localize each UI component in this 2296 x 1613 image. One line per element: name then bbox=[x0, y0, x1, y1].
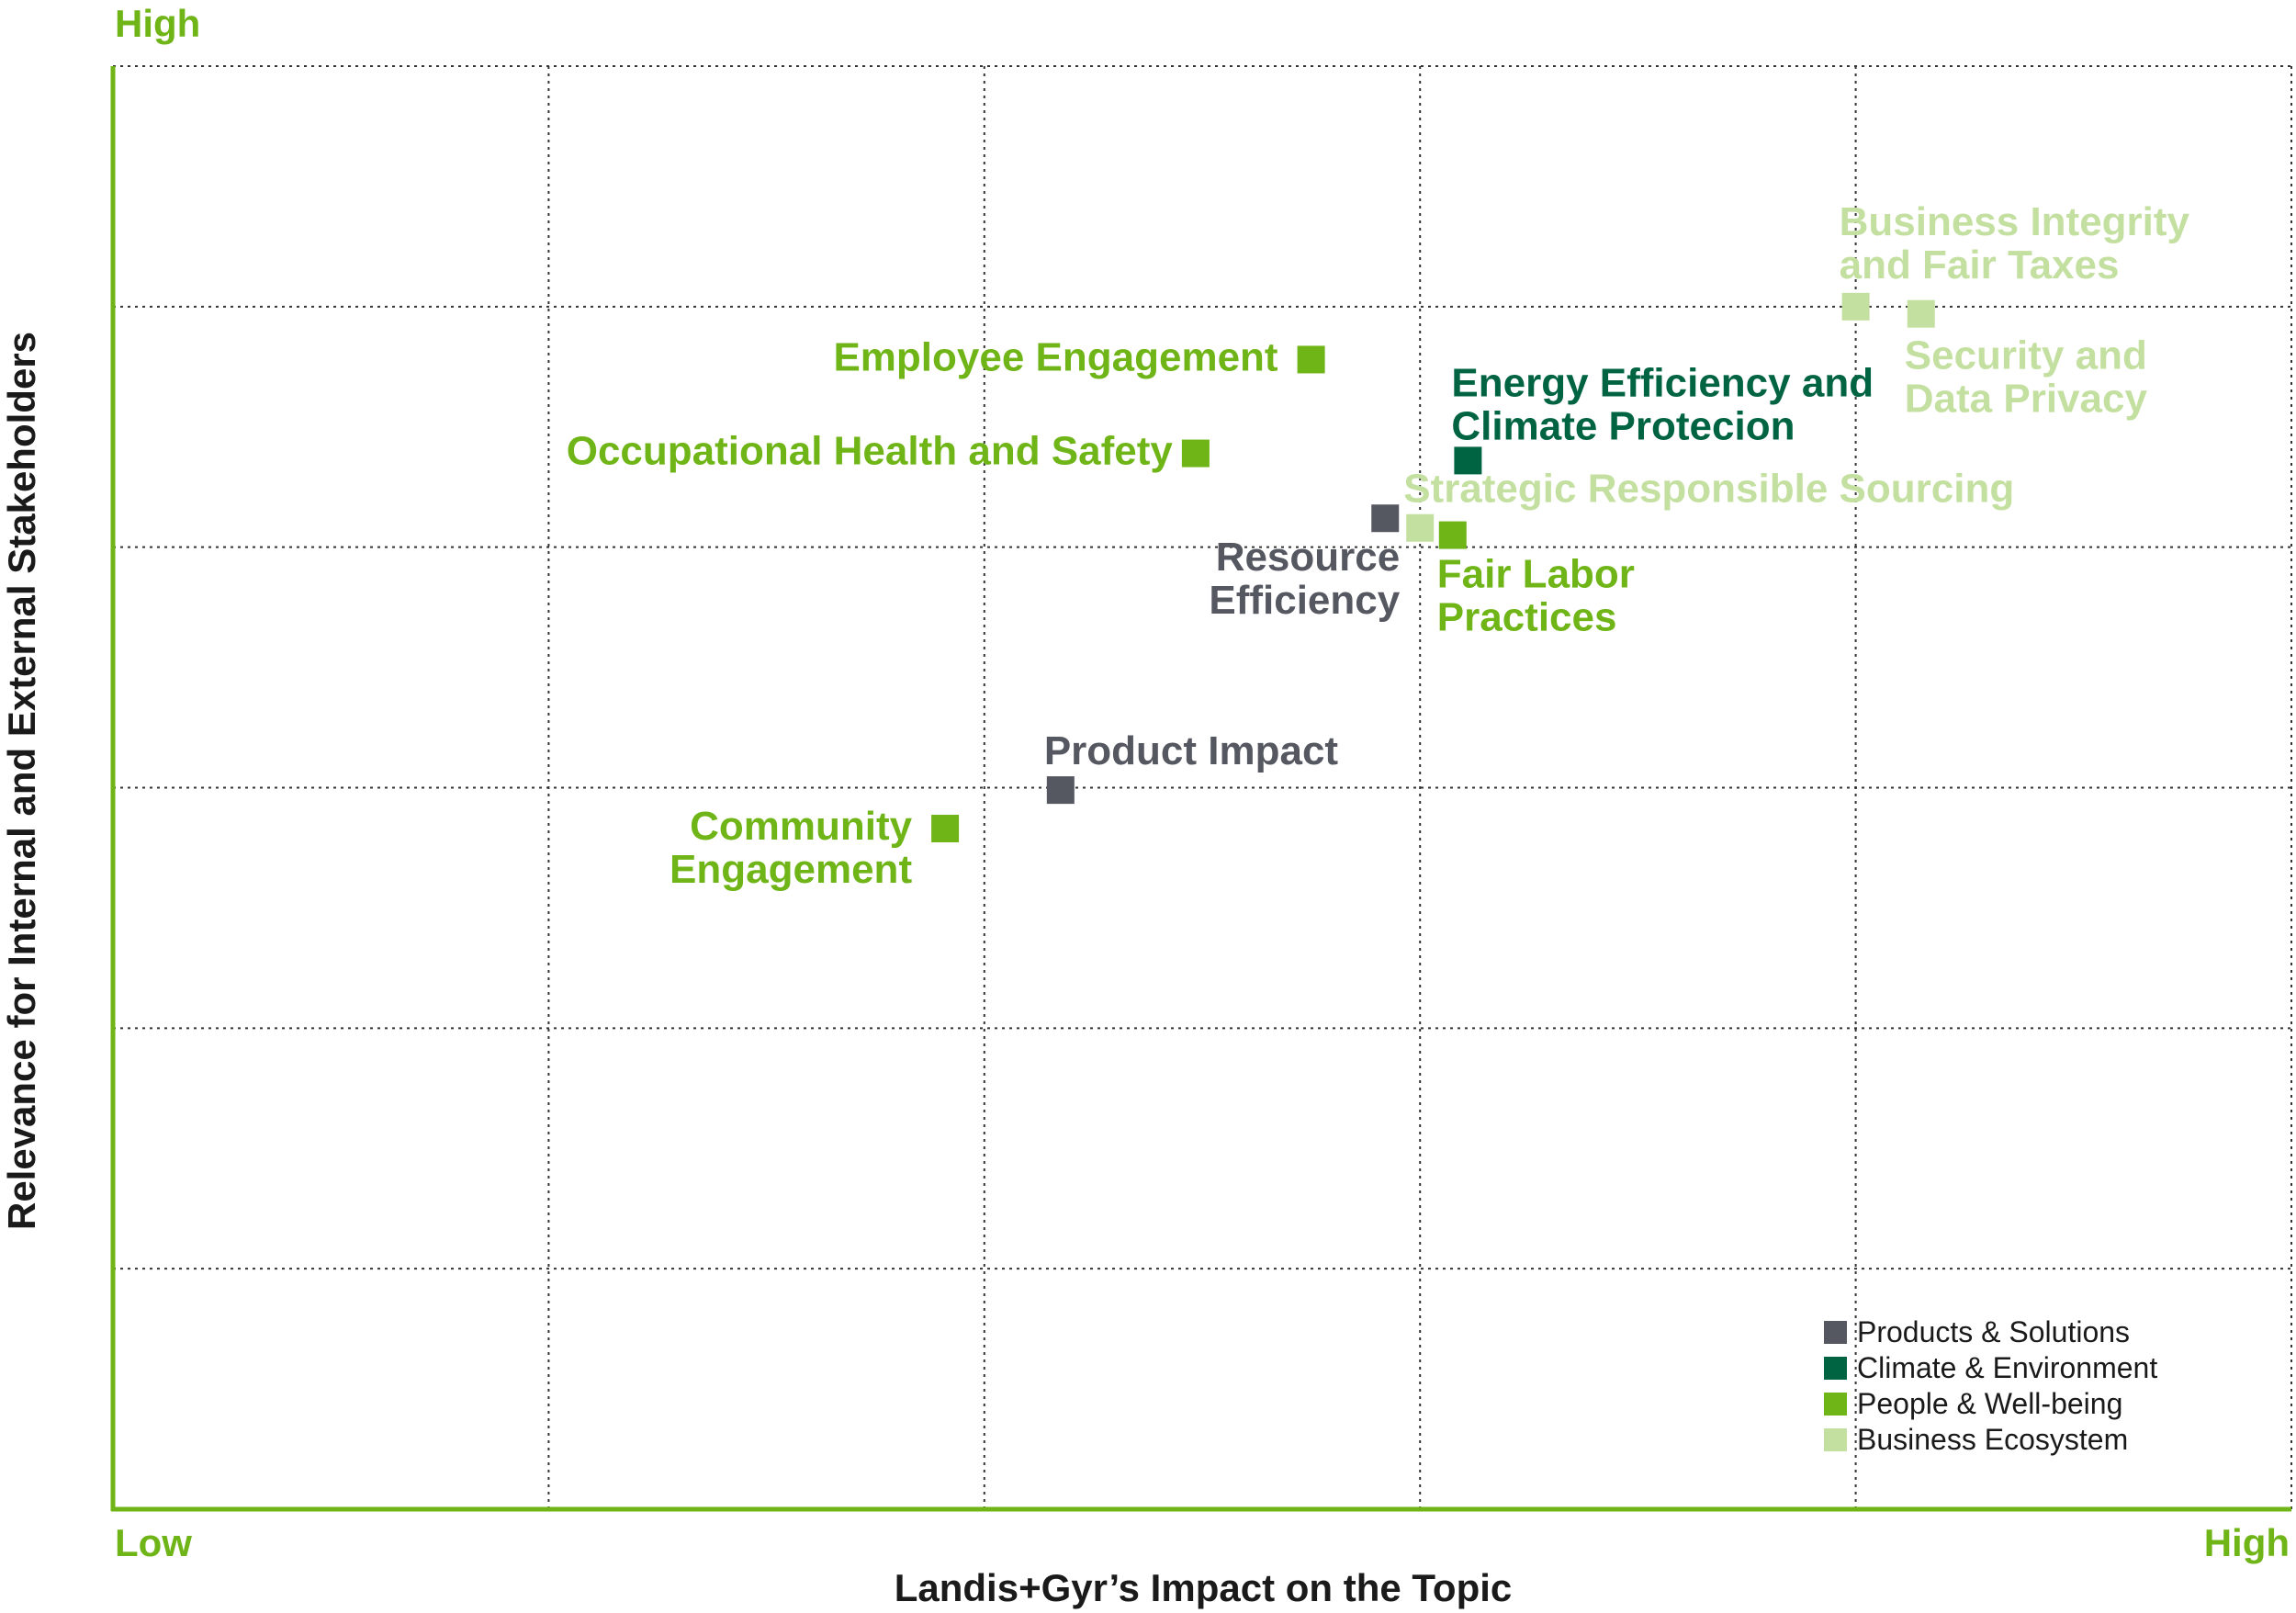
y-axis-title: Relevance for Internal and External Stak… bbox=[0, 332, 43, 1230]
data-point-label: Product Impact bbox=[1044, 728, 1339, 773]
legend-label: Business Ecosystem bbox=[1857, 1423, 2128, 1456]
data-point-label: Energy Efficiency and Climate Protecion bbox=[1451, 360, 1874, 448]
grid bbox=[113, 65, 2292, 1509]
data-point-label: Employee Engagement bbox=[833, 334, 1277, 379]
data-point bbox=[1907, 299, 1935, 328]
data-point-label-line: Employee Engagement bbox=[833, 334, 1277, 379]
data-point bbox=[1371, 504, 1400, 533]
legend-swatch bbox=[1824, 1428, 1847, 1451]
data-point-label: Resource Efficiency bbox=[1209, 535, 1400, 623]
y-axis-high-label: High bbox=[115, 2, 200, 45]
legend-label: Products & Solutions bbox=[1857, 1315, 2130, 1348]
data-point-label: Fair Labor Practices bbox=[1437, 552, 1635, 640]
data-point-label-line: Occupational Health and Safety bbox=[567, 429, 1174, 474]
data-point-label-line: Fair Labor bbox=[1437, 552, 1635, 597]
data-point bbox=[1181, 439, 1210, 468]
data-point-label-line: Product Impact bbox=[1044, 728, 1339, 773]
data-point-label-line: Business Integrity bbox=[1840, 199, 2190, 244]
data-point-label-line: Data Privacy bbox=[1905, 377, 2148, 422]
data-point-label-line: Resource bbox=[1216, 535, 1401, 580]
data-point-label-line: Security and bbox=[1905, 333, 2147, 378]
data-point-label-line: Climate Protecion bbox=[1451, 403, 1795, 448]
legend-label: People & Well-being bbox=[1857, 1387, 2122, 1420]
data-point-label-line: Efficiency bbox=[1209, 578, 1400, 623]
data-point-label-line: Engagement bbox=[670, 847, 912, 892]
data-point-label-line: Strategic Responsible Sourcing bbox=[1403, 467, 2014, 512]
data-point bbox=[1841, 292, 1870, 321]
data-point bbox=[1046, 776, 1075, 805]
data-point-label: Occupational Health and Safety bbox=[567, 429, 1174, 474]
legend-swatch bbox=[1824, 1393, 1847, 1416]
data-points: Business Integrity and Fair Taxes Security… bbox=[567, 199, 2190, 892]
legend-label: Climate & Environment bbox=[1857, 1351, 2157, 1384]
data-point bbox=[931, 815, 960, 843]
data-point-label: Security and Data Privacy bbox=[1905, 333, 2148, 422]
data-point-label-line: Practices bbox=[1437, 595, 1617, 640]
data-point-label-line: Energy Efficiency and bbox=[1451, 360, 1874, 405]
data-point bbox=[1406, 513, 1435, 542]
x-axis-high-label: High bbox=[2204, 1521, 2290, 1564]
data-point bbox=[1454, 446, 1482, 475]
x-axis-low-label: Low bbox=[115, 1521, 192, 1564]
x-axis-title: Landis+Gyr’s Impact on the Topic bbox=[895, 1566, 1513, 1609]
axes bbox=[110, 66, 2291, 1512]
data-point-label-line: and Fair Taxes bbox=[1840, 243, 2120, 288]
legend-swatch bbox=[1824, 1357, 1847, 1380]
legend-swatch bbox=[1824, 1321, 1847, 1344]
data-point-label: Business Integrity and Fair Taxes bbox=[1840, 199, 2190, 288]
data-point-label: Community Engagement bbox=[670, 804, 913, 892]
data-point-label: Strategic Responsible Sourcing bbox=[1403, 467, 2014, 512]
data-point bbox=[1297, 345, 1325, 374]
data-point-label-line: Community bbox=[690, 804, 913, 849]
data-point bbox=[1438, 521, 1467, 549]
